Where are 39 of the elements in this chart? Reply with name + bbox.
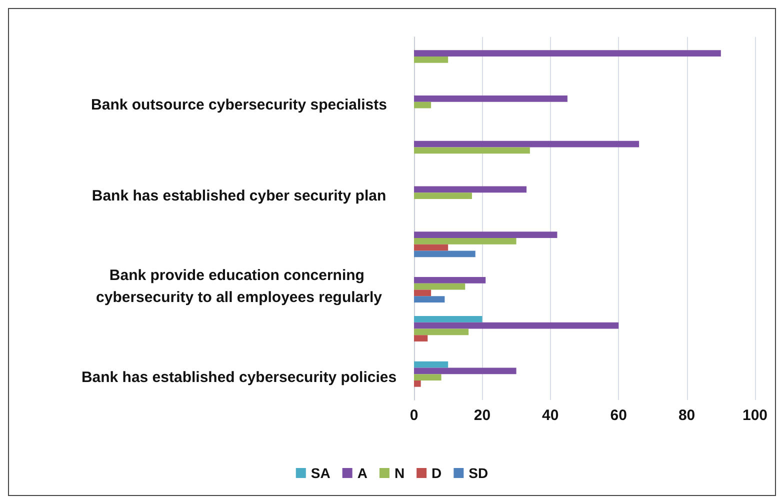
legend-label: SA [310,465,330,481]
bar [414,238,516,244]
bar [414,140,640,148]
bar [414,186,527,193]
bar [414,244,448,251]
bar [414,335,428,342]
legend-label: D [432,465,442,481]
legend-label: SD [468,465,488,481]
bar [414,102,432,108]
bar [414,361,448,368]
x-tick-label: 60 [610,407,627,424]
legend-label: A [357,465,368,481]
bar [414,50,721,57]
x-tick-label: 80 [678,407,696,424]
bar [414,368,516,374]
bar [414,277,486,284]
x-tick-label: 20 [474,407,491,424]
bar [414,380,421,387]
y-tick-label: Bank has established cyber security plan [92,187,386,204]
bar [414,296,445,302]
bar [414,192,472,199]
x-tick-label: 40 [542,407,559,424]
bar [414,56,448,63]
bar [414,147,530,154]
bar [414,374,442,380]
y-tick-label: Bank outsource cybersecurity specialists [91,96,387,114]
x-tick-label: 0 [410,407,418,424]
y-tick-label: Bank provide education concerning cybersecurity to all employees regularly [96,267,383,306]
y-tick-label: Bank has established cybersecurity policies [81,368,397,386]
bar [414,328,469,336]
bar [414,250,476,258]
bar [414,316,482,322]
bar [414,283,466,290]
legend-label: N [394,465,405,481]
bar [414,322,619,329]
x-tick-label: 100 [742,407,768,424]
bar [414,232,558,238]
bar [414,290,432,296]
bar [414,96,568,102]
